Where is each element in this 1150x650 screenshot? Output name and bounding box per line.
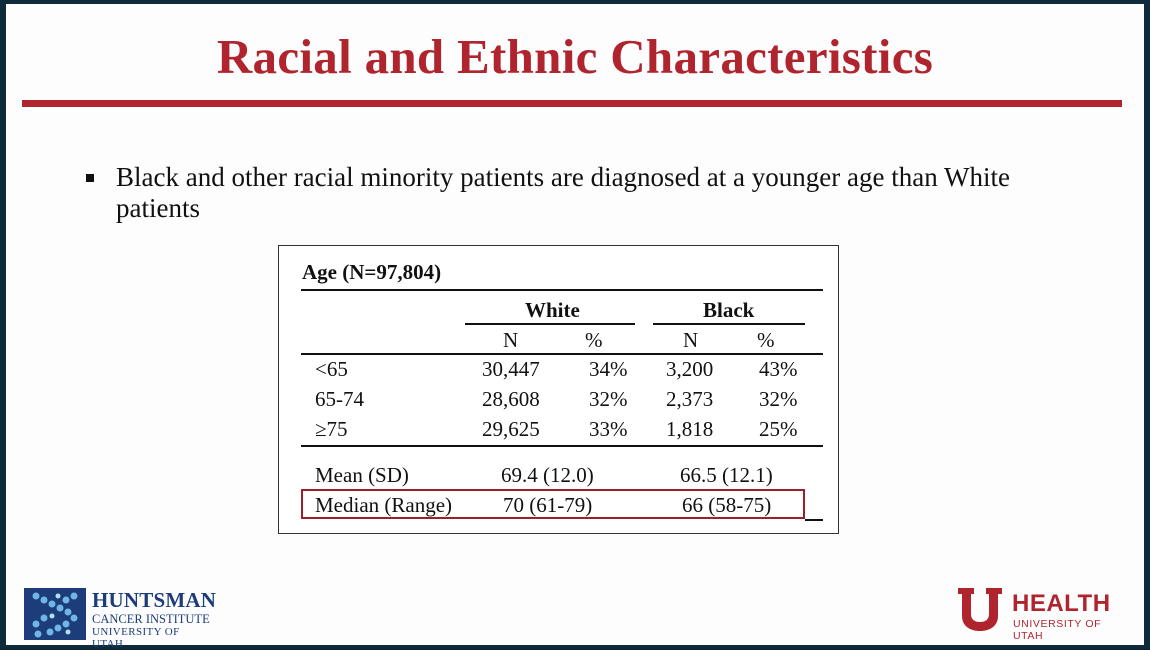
table-cell: 33% xyxy=(589,417,628,441)
bullet-square-icon xyxy=(86,174,94,182)
row-label: ≥75 xyxy=(315,417,348,441)
row-label: <65 xyxy=(315,357,348,381)
table-bottom-rule xyxy=(805,519,823,521)
bullet-text: Black and other racial minority patients… xyxy=(116,162,1010,223)
huntsman-university: UNIVERSITY OF UTAH xyxy=(92,626,180,650)
slide-title: Racial and Ethnic Characteristics xyxy=(216,29,934,84)
table-cell: 28,608 xyxy=(482,387,540,411)
rows-bottom-rule xyxy=(301,445,823,447)
summary-white-median: 70 (61-79) xyxy=(503,493,593,517)
subheader-white-n: N xyxy=(503,328,519,352)
subheader-black-n: N xyxy=(683,328,699,352)
table-cell: 1,818 xyxy=(666,417,714,441)
health-university: UNIVERSITY OF UTAH xyxy=(1013,618,1102,642)
median-highlight-box xyxy=(301,489,805,519)
table-cell: 29,625 xyxy=(482,417,540,441)
header-bottom-rule xyxy=(301,353,823,355)
title-divider xyxy=(22,100,1122,107)
black-group-rule xyxy=(653,323,805,325)
huntsman-name: HUNTSMAN xyxy=(92,588,217,612)
table-cell: 34% xyxy=(589,357,628,381)
table-cell: 2,373 xyxy=(666,387,714,411)
u-health-logo: HEALTH UNIVERSITY OF UTAH xyxy=(956,586,1126,642)
white-group-rule xyxy=(465,323,635,325)
group-header-black: Black xyxy=(703,298,755,322)
huntsman-subtitle: CANCER INSTITUTE xyxy=(92,612,210,626)
summary-white-mean: 69.4 (12.0) xyxy=(501,463,594,487)
table-cell: 25% xyxy=(759,417,798,441)
table-cell: 30,447 xyxy=(482,357,540,381)
subheader-white-pct: % xyxy=(585,328,603,352)
summary-label-median: Median (Range) xyxy=(315,493,453,517)
table-title: Age (N=97,804) xyxy=(302,260,442,284)
group-header-white: White xyxy=(525,298,580,322)
age-table: Age (N=97,804) White Black N % N % <65 3… xyxy=(278,245,839,534)
dna-helix-icon xyxy=(24,588,86,640)
table-top-rule xyxy=(301,289,823,291)
summary-black-mean: 66.5 (12.1) xyxy=(680,463,773,487)
row-label: 65-74 xyxy=(315,387,364,411)
table-cell: 3,200 xyxy=(666,357,714,381)
table-cell: 32% xyxy=(759,387,798,411)
summary-label-mean: Mean (SD) xyxy=(315,463,409,487)
huntsman-logo: HUNTSMAN CANCER INSTITUTE UNIVERSITY OF … xyxy=(24,586,217,650)
summary-black-median: 66 (58-75) xyxy=(682,493,772,517)
subheader-black-pct: % xyxy=(757,328,775,352)
table-cell: 32% xyxy=(589,387,628,411)
table-cell: 43% xyxy=(759,357,798,381)
block-u-icon xyxy=(958,588,1002,631)
health-wordmark: HEALTH xyxy=(1012,590,1111,617)
